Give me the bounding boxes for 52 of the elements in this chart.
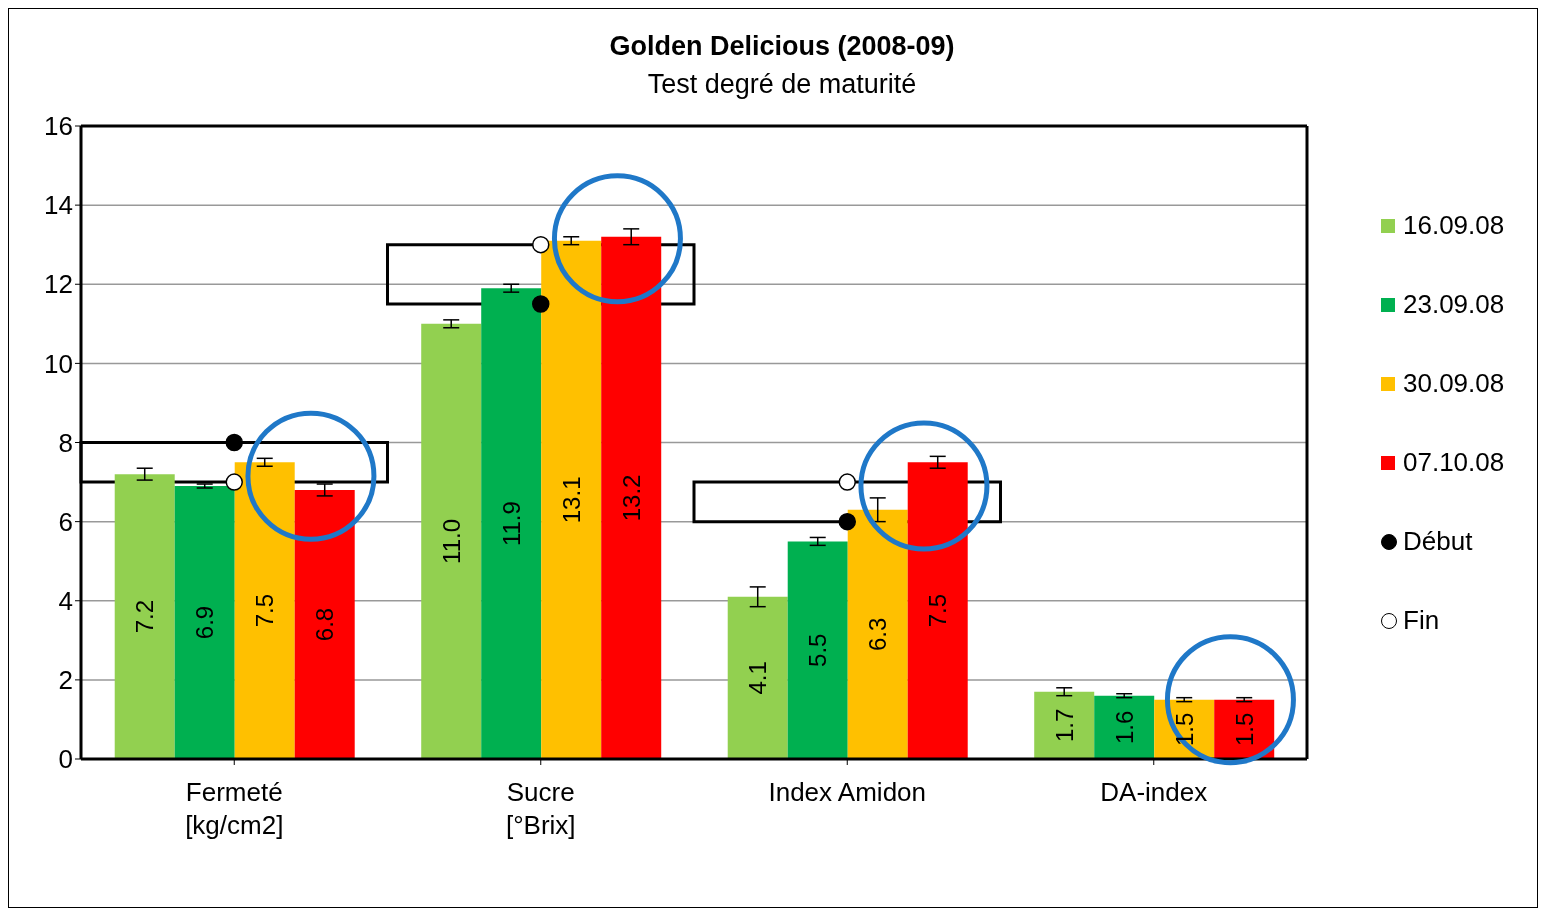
point xyxy=(225,433,243,452)
data-label: 1.6 xyxy=(1110,710,1138,745)
bar xyxy=(114,474,175,759)
chart-title: Golden Delicious (2008-09) xyxy=(608,31,956,62)
data-label: 13.1 xyxy=(557,476,585,524)
y-tick-label: 14 xyxy=(44,190,73,221)
data-label: 1.5 xyxy=(1230,712,1258,747)
bar xyxy=(787,541,848,759)
data-label: 4.1 xyxy=(744,661,772,695)
data-label: 11.9 xyxy=(497,501,525,547)
bar xyxy=(421,323,482,759)
x-tick-label: Index Amidon xyxy=(768,777,927,807)
y-tick-label: 6 xyxy=(58,506,73,537)
bar xyxy=(174,486,235,759)
x-tick-label: Sucre [°Brix] xyxy=(505,777,576,840)
x-tick-label: Fermeté [kg/cm2] xyxy=(185,777,284,840)
chart-subtitle: Test degré de maturité xyxy=(646,69,918,100)
y-tick-label: 2 xyxy=(58,665,73,696)
y-tick-label: 12 xyxy=(44,269,73,300)
data-label: 7.2 xyxy=(131,599,159,634)
y-tick-label: 4 xyxy=(58,585,73,616)
data-label: 7.5 xyxy=(251,593,279,628)
bar xyxy=(1034,691,1095,759)
point xyxy=(532,235,550,254)
point xyxy=(838,473,856,491)
data-label: 5.5 xyxy=(804,633,832,667)
bar xyxy=(727,596,788,759)
data-label: 1.7 xyxy=(1050,708,1078,743)
legend-label: 16.09.08 xyxy=(1403,210,1505,241)
bar xyxy=(1094,695,1155,759)
data-label: 6.3 xyxy=(864,617,892,652)
y-tick-label: 0 xyxy=(58,744,73,775)
y-tick-label: 16 xyxy=(44,111,73,142)
bar xyxy=(481,288,542,759)
legend-label: 23.09.08 xyxy=(1403,289,1505,320)
data-label: 7.5 xyxy=(924,593,952,628)
y-tick-label: 8 xyxy=(58,427,73,458)
data-label: 11.0 xyxy=(437,518,465,564)
x-tick-label: DA-index xyxy=(1100,777,1208,807)
data-label: 6.8 xyxy=(311,607,339,642)
data-label: 13.2 xyxy=(617,474,645,522)
data-label: 6.9 xyxy=(191,605,219,640)
legend-label: Début xyxy=(1403,526,1473,557)
legend-label: 07.10.08 xyxy=(1403,447,1505,478)
data-label: 1.5 xyxy=(1170,712,1198,747)
bar xyxy=(1214,699,1275,759)
y-tick-label: 10 xyxy=(44,348,73,379)
point xyxy=(225,473,243,491)
point xyxy=(838,512,856,531)
point xyxy=(532,295,550,313)
legend-label: Fin xyxy=(1403,605,1440,636)
legend-label: 30.09.08 xyxy=(1403,368,1505,399)
